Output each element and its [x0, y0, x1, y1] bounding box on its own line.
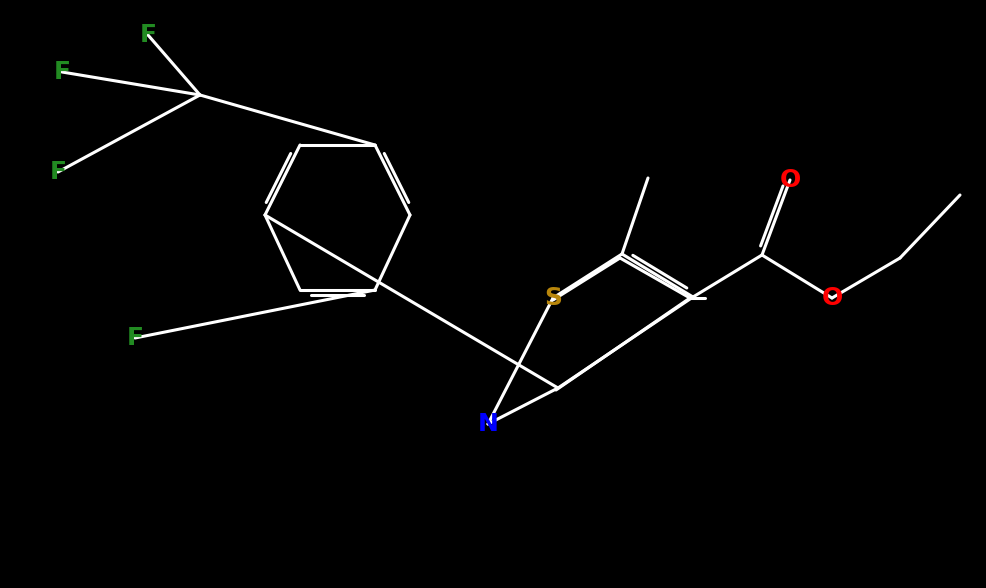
- Text: O: O: [820, 286, 842, 310]
- Text: F: F: [49, 160, 66, 184]
- Text: O: O: [779, 168, 800, 192]
- Text: F: F: [126, 326, 143, 350]
- Text: F: F: [53, 60, 70, 84]
- Text: F: F: [139, 23, 157, 47]
- Text: N: N: [477, 412, 498, 436]
- Text: S: S: [543, 286, 561, 310]
